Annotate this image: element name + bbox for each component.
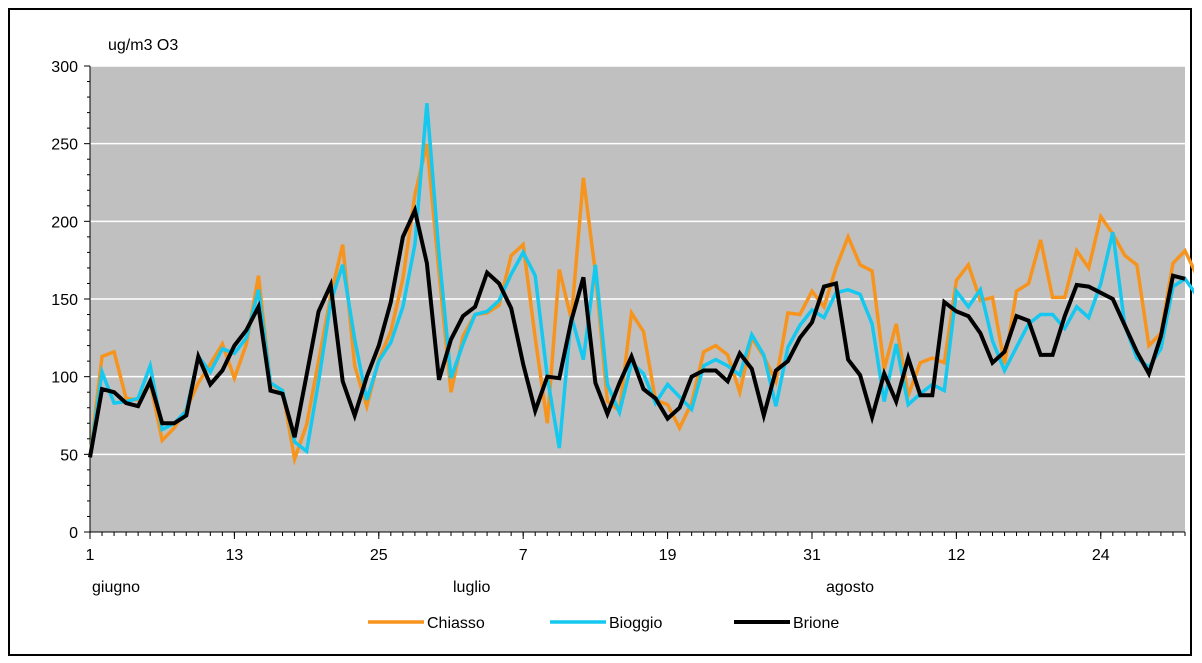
x-tick-label: 7 — [519, 547, 528, 564]
x-tick-label: 24 — [1092, 547, 1110, 564]
chart-frame: 0 50 100 150 200 250 300 1 13 25 7 19 31 12 24 giugno lu… — [8, 8, 1194, 656]
plot-area — [90, 65, 1185, 532]
y-tick-label: 200 — [51, 214, 78, 231]
series-line-brione — [88, 204, 1186, 458]
x-tick-label: 25 — [370, 547, 388, 564]
y-axis-unit-label: ug/m3 O3 — [108, 37, 178, 54]
x-tick-label: 13 — [225, 547, 243, 564]
axes: 0 50 100 150 200 250 300 1 13 25 7 19 31 12 24 giugno lu… — [51, 59, 1186, 596]
x-tick-label: 12 — [947, 547, 965, 564]
month-label: agosto — [826, 579, 874, 596]
y-tick-label: 100 — [51, 370, 78, 387]
line-chart: 0 50 100 150 200 250 300 1 13 25 7 19 31 12 24 giugno lu… — [51, 37, 1194, 632]
y-tick-label: 250 — [51, 137, 78, 154]
x-tick-label: 19 — [659, 547, 677, 564]
x-tick-label: 31 — [803, 547, 821, 564]
month-label: giugno — [92, 579, 140, 596]
series-line-bioggio — [88, 103, 1194, 458]
legend-label-bioggio: Bioggio — [609, 615, 662, 632]
series-lines — [88, 103, 1194, 466]
x-tick-label: 1 — [86, 547, 95, 564]
legend-label-brione: Brione — [793, 615, 839, 632]
month-label: luglio — [453, 579, 490, 596]
legend-label-chiasso: Chiasso — [427, 615, 485, 632]
y-tick-label: 0 — [69, 525, 78, 542]
y-tick-label: 300 — [51, 59, 78, 76]
y-tick-label: 150 — [51, 292, 78, 309]
legend: Chiasso Bioggio Brione — [368, 615, 839, 632]
y-tick-label: 50 — [60, 447, 78, 464]
